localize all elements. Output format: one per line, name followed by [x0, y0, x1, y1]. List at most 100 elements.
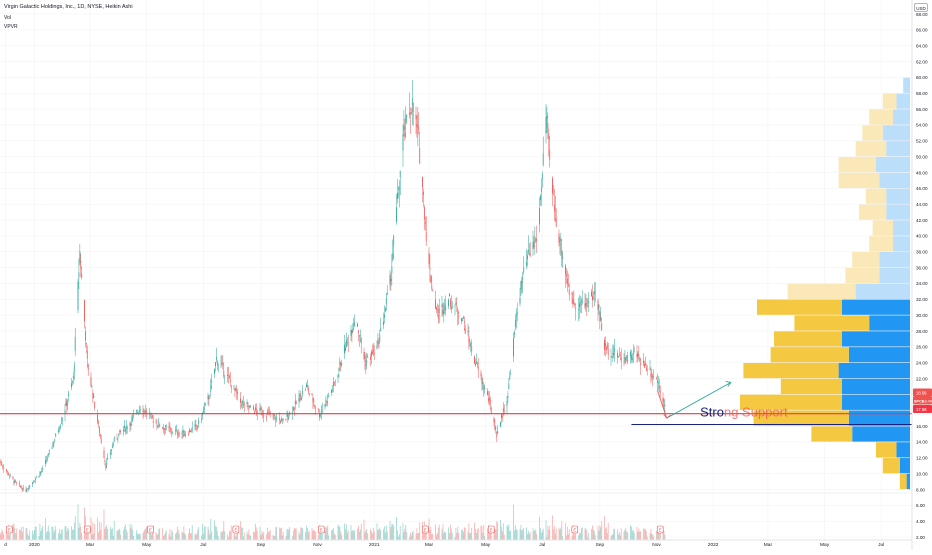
volume-bar: [268, 532, 269, 540]
volume-bar: [45, 518, 46, 540]
candle-body: [170, 428, 171, 429]
volume-bar: [620, 535, 621, 540]
candle-body: [372, 352, 373, 354]
candle-body: [295, 401, 296, 405]
volume-bar: [53, 526, 54, 540]
volume-bar: [235, 536, 236, 540]
candle-body: [436, 308, 437, 310]
volume-bar: [42, 526, 43, 540]
volume-bar: [555, 534, 556, 540]
currency-unit-badge[interactable]: USD: [914, 3, 928, 12]
x-tick-label: May: [142, 542, 152, 548]
volume-bar: [254, 532, 255, 540]
candle-body: [390, 275, 391, 284]
volume-bar: [305, 532, 306, 540]
volume-bar: [299, 532, 300, 540]
volume-bar: [456, 533, 457, 540]
candle-body: [253, 407, 254, 410]
volume-bar: [437, 533, 438, 540]
volume-bar: [302, 528, 303, 540]
vpvr-bar-down: [842, 379, 910, 394]
volume-bar: [211, 531, 212, 540]
volume-bar: [106, 525, 107, 540]
volume-bar: [404, 529, 405, 540]
volume-bar: [313, 531, 314, 540]
volume-bar: [262, 534, 263, 540]
candle-body: [523, 267, 524, 272]
candle-body: [93, 396, 94, 398]
x-tick-label: May: [820, 542, 830, 548]
volume-bar: [201, 536, 202, 540]
volume-bar: [625, 528, 626, 540]
vpvr-bar-down: [886, 189, 910, 204]
volume-bar: [32, 531, 33, 540]
vpvr-bar-up: [873, 220, 893, 235]
volume-bar: [608, 523, 609, 540]
candle-body: [230, 380, 231, 382]
volume-bar: [275, 527, 276, 540]
candle-body: [172, 433, 173, 434]
volume-bar: [80, 526, 81, 540]
candle-body: [468, 331, 469, 332]
candle-body: [508, 383, 509, 389]
volume-bar: [634, 533, 635, 540]
volume-bar: [287, 530, 288, 540]
volume-bar: [327, 526, 328, 540]
candle-body: [101, 439, 102, 443]
candle-body: [112, 446, 113, 448]
volume-bar: [312, 528, 313, 540]
earnings-marker-icon: E: [149, 528, 152, 533]
volume-bar: [347, 533, 348, 540]
strong-support-annotation: Strong Support: [700, 405, 788, 420]
candle-body: [14, 480, 15, 482]
candle-body: [282, 419, 283, 420]
y-axis-bg: [912, 0, 932, 550]
volume-bar: [377, 523, 378, 540]
volume-bar: [522, 530, 523, 540]
volume-bar: [10, 532, 11, 540]
volume-bar: [397, 531, 398, 540]
candle-body: [638, 354, 639, 356]
vpvr-bar-down: [896, 442, 910, 457]
volume-bar: [183, 526, 184, 540]
candle-body: [366, 360, 367, 363]
volume-bar: [391, 527, 392, 540]
candle-body: [552, 178, 553, 193]
y-tick-label: 6.00: [916, 503, 925, 508]
candle-body: [626, 355, 627, 359]
volume-bar: [481, 525, 482, 540]
volume-bar: [601, 521, 602, 540]
candle-body: [32, 483, 33, 485]
earnings-marker-icon: E: [234, 528, 237, 533]
candle-body: [484, 388, 485, 389]
volume-bar: [619, 532, 620, 540]
volume-bar: [67, 527, 68, 540]
candle-body: [143, 411, 144, 412]
volume-bar: [125, 524, 126, 540]
x-tick-label: May: [481, 542, 491, 548]
volume-bar: [198, 527, 199, 540]
volume-bar: [625, 530, 626, 540]
candle-body: [294, 408, 295, 409]
candle-body: [513, 338, 514, 356]
vpvr-bar-down: [852, 426, 910, 441]
volume-bar: [218, 536, 219, 540]
volume-bar: [624, 531, 625, 540]
candle-body: [300, 394, 301, 396]
volume-bar: [613, 529, 614, 540]
candle-body: [21, 487, 22, 488]
candle-body: [105, 460, 106, 461]
candle-body: [67, 400, 68, 403]
vpvr-bar-down: [856, 284, 910, 299]
volume-bar: [540, 528, 541, 540]
candle-body: [300, 398, 301, 401]
candle-body: [634, 352, 635, 353]
candle-body: [377, 345, 378, 349]
candle-body: [387, 292, 388, 295]
candle-body: [592, 296, 593, 300]
volume-bar: [526, 527, 527, 540]
volume-bar: [335, 535, 336, 540]
candle-body: [302, 391, 303, 395]
